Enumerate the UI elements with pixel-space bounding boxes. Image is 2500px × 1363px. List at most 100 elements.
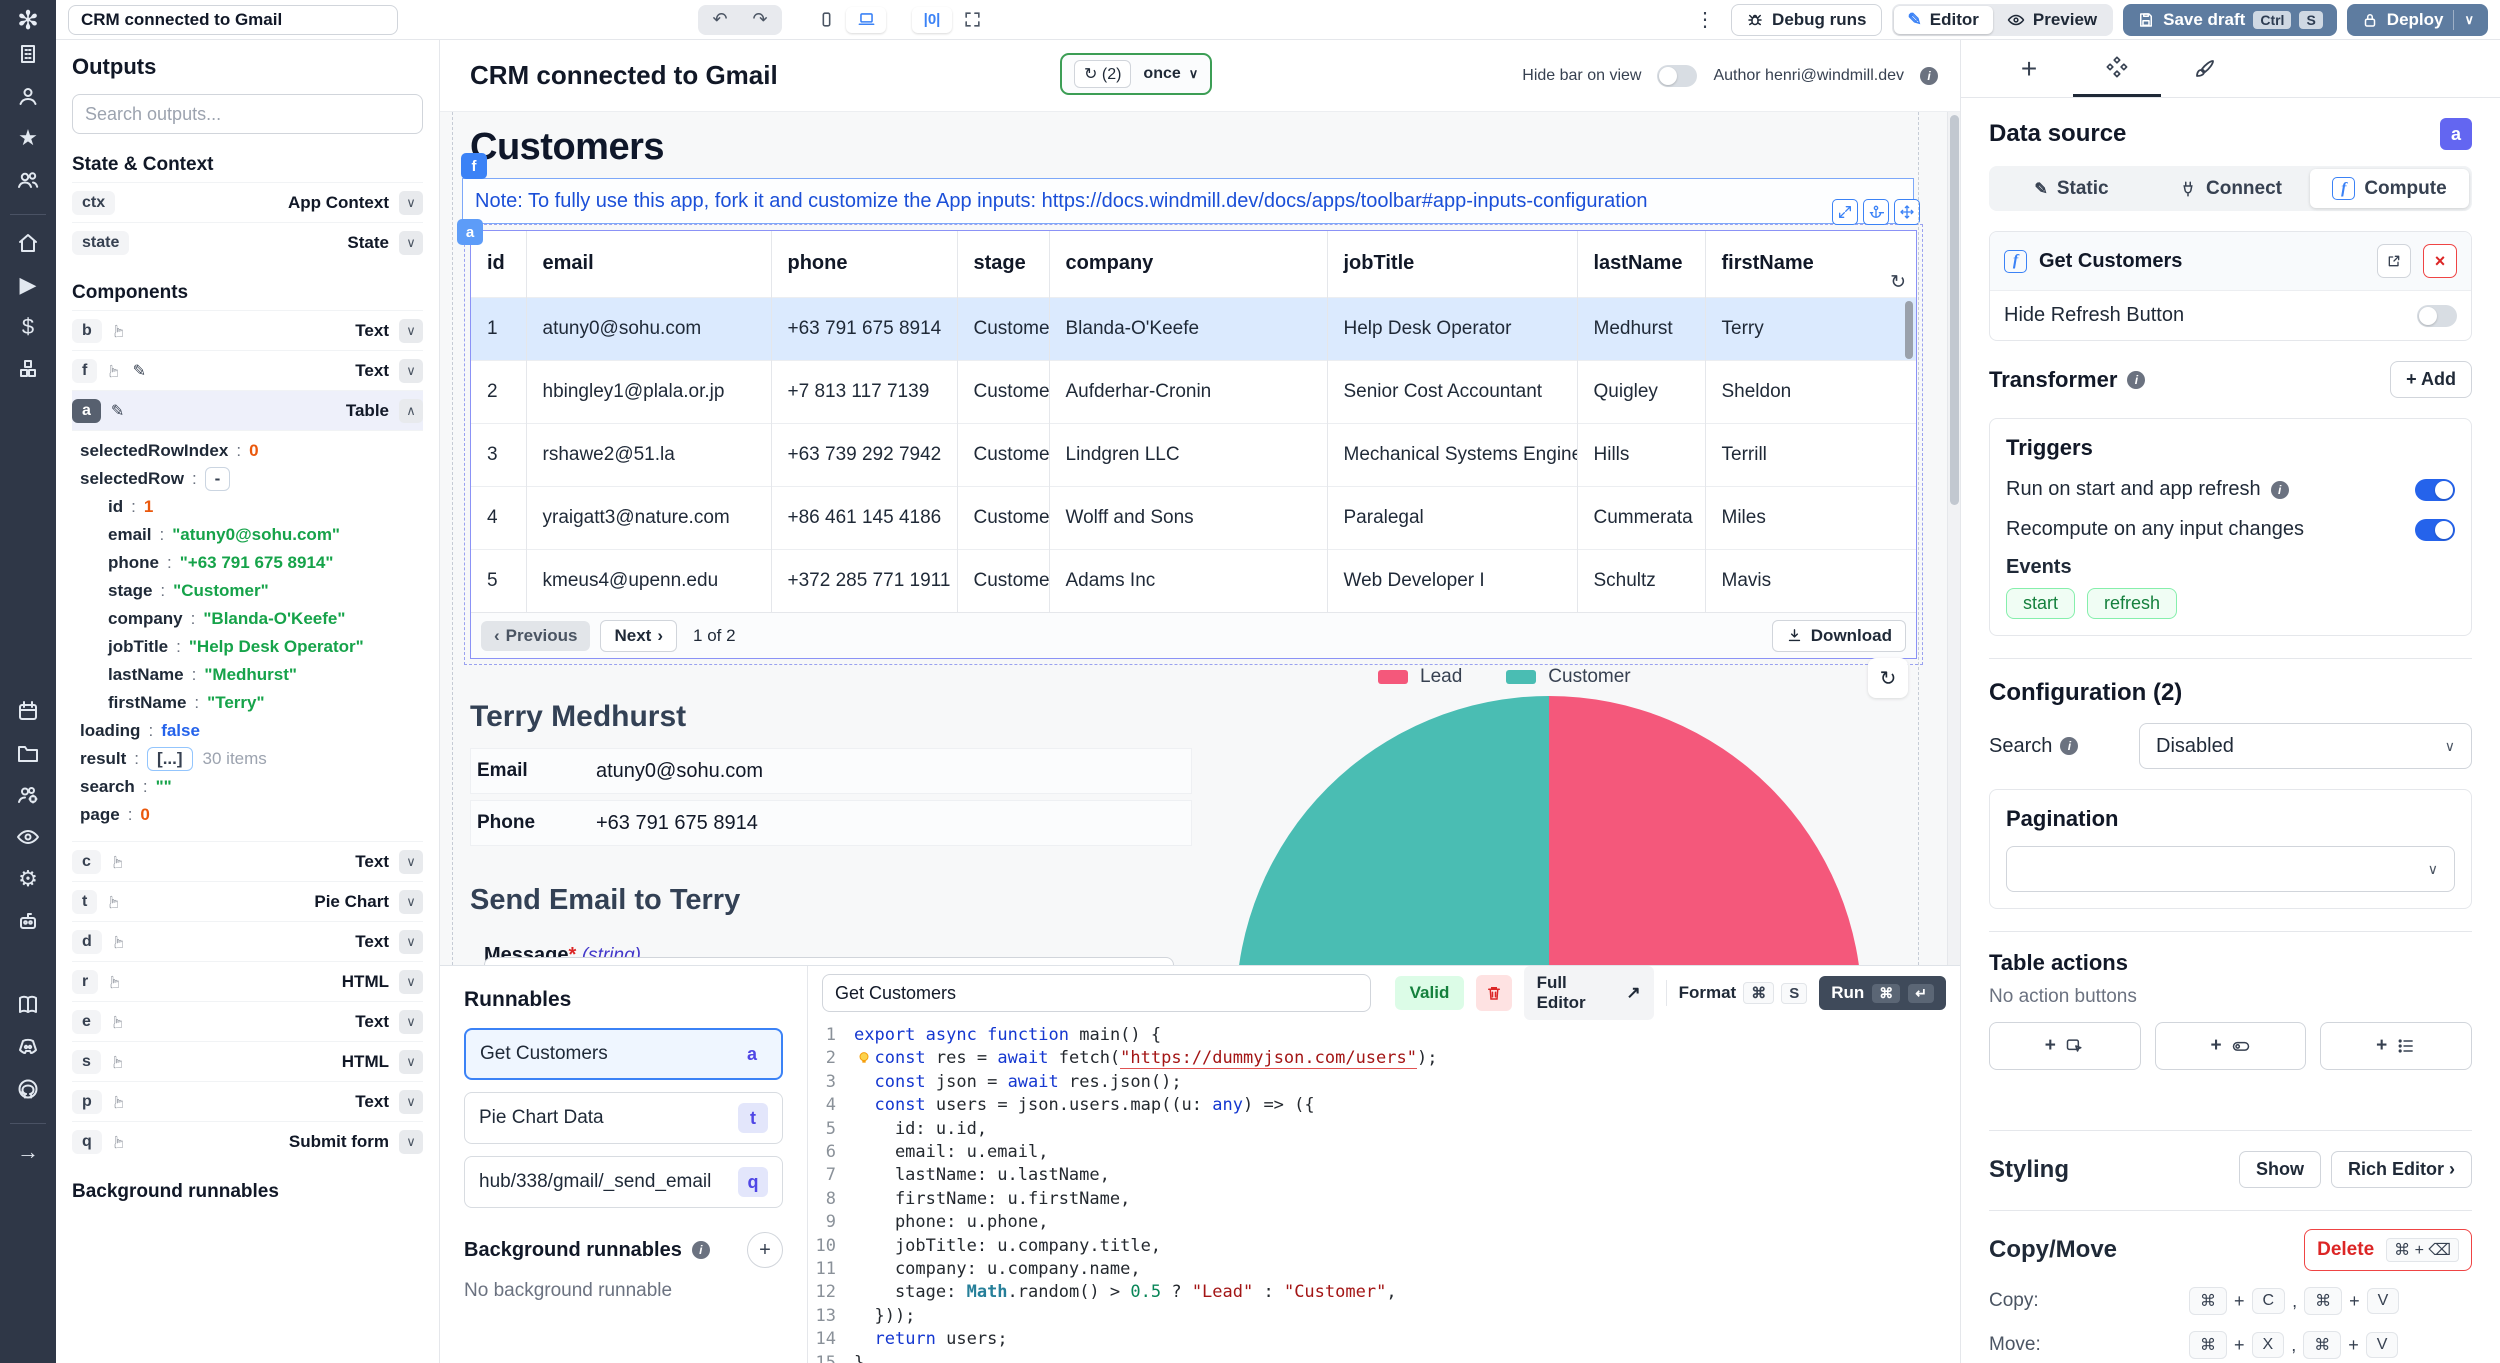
- add-background-runnable-button[interactable]: +: [747, 1232, 783, 1268]
- output-email[interactable]: email: "atuny0@sohu.com": [108, 525, 340, 544]
- more-menu-icon[interactable]: ⋮: [1695, 9, 1716, 31]
- code-line[interactable]: 15}: [815, 1352, 865, 1363]
- runnable-item[interactable]: hub/338/gmail/_send_email q: [464, 1156, 783, 1208]
- windmill-logo-icon[interactable]: ✻: [17, 4, 39, 35]
- users-icon[interactable]: [16, 166, 40, 194]
- deploy-chevron-icon[interactable]: ∨: [2464, 11, 2474, 27]
- table-refresh-icon[interactable]: ↻: [1890, 272, 1906, 293]
- robot-icon[interactable]: [16, 907, 40, 935]
- output-jobTitle[interactable]: jobTitle: "Help Desk Operator": [108, 637, 364, 656]
- tab-component-settings[interactable]: [2073, 40, 2161, 97]
- table-row[interactable]: 1 atuny0@sohu.com +63 791 675 8914 Customer…: [471, 296, 1916, 360]
- full-editor-button[interactable]: Full Editor ↗: [1523, 966, 1654, 1020]
- code-line[interactable]: 8 firstName: u.firstName,: [825, 1188, 1131, 1209]
- column-header-stage[interactable]: stage: [957, 231, 1050, 297]
- open-runnable-icon[interactable]: [2377, 244, 2411, 278]
- trigger-info-icon[interactable]: i: [2270, 480, 2289, 499]
- output-phone[interactable]: phone: "+63 791 675 8914": [108, 553, 334, 572]
- folder-icon[interactable]: [16, 739, 40, 767]
- preview-tab[interactable]: Preview: [1993, 6, 2111, 34]
- column-header-phone[interactable]: phone: [771, 231, 958, 297]
- component-row-t[interactable]: t ☞ Pie Chart ∨: [72, 881, 423, 921]
- add-select-action[interactable]: +: [2320, 1022, 2473, 1070]
- code-line[interactable]: 3 const json = await res.json();: [825, 1071, 1182, 1092]
- runnable-item[interactable]: Get Customers a: [464, 1028, 783, 1080]
- output-id[interactable]: id:1: [108, 497, 154, 516]
- play-icon[interactable]: ▶: [19, 272, 37, 297]
- transformer-info-icon[interactable]: i: [2127, 370, 2146, 389]
- format-button[interactable]: Format ⌘ S: [1679, 982, 1808, 1004]
- output-loading[interactable]: loading: false: [80, 721, 200, 740]
- component-row-c[interactable]: c ☞ Text ∨: [72, 841, 423, 881]
- code-line[interactable]: 2 const res = await fetch("https://dummy…: [825, 1048, 1438, 1070]
- code-line[interactable]: 1 export async function main() {: [825, 1025, 1162, 1045]
- tab-insert[interactable]: +: [2020, 52, 2038, 84]
- canvas-scrollbar[interactable]: [1947, 112, 1960, 965]
- output-stage[interactable]: stage: "Customer": [108, 581, 269, 600]
- eye-icon[interactable]: [16, 823, 40, 851]
- user-icon[interactable]: [16, 82, 40, 110]
- deploy-button[interactable]: Deploy ∨: [2346, 3, 2488, 36]
- segment-static[interactable]: ✎ Static: [2034, 177, 2109, 199]
- add-toggle-action[interactable]: +: [2154, 1022, 2307, 1070]
- runnable-item[interactable]: Pie Chart Data t: [464, 1092, 783, 1144]
- code-line[interactable]: 5 id: u.id,: [825, 1118, 988, 1139]
- add-button-action[interactable]: +: [1989, 1022, 2141, 1070]
- delete-script-button[interactable]: [1476, 975, 1512, 1011]
- gear-icon[interactable]: ⚙: [18, 866, 38, 891]
- output-company[interactable]: company: "Blanda-O'Keefe": [108, 609, 346, 628]
- code-line[interactable]: 12 stage: Math.random() > 0.5 ? "Lead" :…: [815, 1282, 1397, 1303]
- github-icon[interactable]: [16, 1075, 40, 1103]
- pagination-select[interactable]: ∨: [2006, 846, 2455, 892]
- search-outputs-input[interactable]: [72, 94, 423, 134]
- anchor-component-icon[interactable]: [1863, 199, 1889, 225]
- redo-button[interactable]: ↷: [752, 9, 768, 29]
- author-info-icon[interactable]: i: [1920, 66, 1938, 85]
- code-line[interactable]: 9 phone: u.phone,: [825, 1212, 1049, 1233]
- editor-tab[interactable]: ✎ Editor: [1893, 5, 1993, 34]
- component-row-q[interactable]: q ☞ Submit form ∨: [72, 1121, 423, 1161]
- mobile-view-button[interactable]: [806, 7, 846, 33]
- pie-refresh-icon[interactable]: ↻: [1868, 658, 1908, 698]
- component-row-f[interactable]: f ☞ ✎ Text ∨: [72, 350, 423, 390]
- expand-component-icon[interactable]: [1832, 199, 1858, 225]
- hide-bar-toggle[interactable]: [1657, 64, 1698, 87]
- component-row-d[interactable]: d ☞ Text ∨: [72, 921, 423, 961]
- download-button[interactable]: Download: [1771, 619, 1906, 652]
- output-page[interactable]: page:0: [80, 805, 150, 824]
- save-draft-button[interactable]: Save draft Ctrl S: [2123, 3, 2337, 36]
- message-textarea[interactable]: [484, 957, 1174, 965]
- segment-compute[interactable]: f Compute: [2310, 169, 2469, 208]
- code-line[interactable]: 14 return users;: [815, 1329, 1008, 1350]
- code-line[interactable]: 7 lastName: u.lastName,: [825, 1165, 1110, 1186]
- star-icon[interactable]: ★: [18, 125, 38, 150]
- component-row-b[interactable]: b ☞ Text ∨: [72, 310, 423, 350]
- output-search[interactable]: search: "": [80, 777, 172, 796]
- debug-runs-button[interactable]: Debug runs: [1731, 3, 1882, 36]
- column-header-email[interactable]: email: [526, 231, 772, 297]
- table-scrollbar[interactable]: [1905, 301, 1913, 359]
- schedule-dropdown[interactable]: once ∨: [1143, 65, 1199, 82]
- code-line[interactable]: 6 email: u.email,: [825, 1142, 1049, 1163]
- output-firstName[interactable]: firstName: "Terry": [108, 693, 265, 712]
- output-lastName[interactable]: lastName: "Medhurst": [108, 665, 297, 684]
- component-row-s[interactable]: s ☞ HTML ∨: [72, 1041, 423, 1081]
- next-page-button[interactable]: Next ›: [600, 619, 678, 652]
- fullwidth-canvas-button[interactable]: [952, 7, 992, 33]
- center-canvas-button[interactable]: |0|: [912, 6, 952, 33]
- move-component-icon[interactable]: [1894, 199, 1920, 225]
- column-header-lastName[interactable]: lastName: [1577, 231, 1706, 297]
- code-line[interactable]: 13 }));: [815, 1305, 916, 1326]
- code-line[interactable]: 11 company: u.company.name,: [815, 1259, 1141, 1280]
- tab-styling[interactable]: [2161, 40, 2249, 97]
- context-row-state[interactable]: state State ∨: [72, 222, 423, 262]
- dollar-icon[interactable]: $: [21, 314, 35, 339]
- users-gear-icon[interactable]: [16, 781, 40, 809]
- table-row[interactable]: 2 hbingley1@plala.or.jp +7 813 117 7139 Cus…: [471, 359, 1916, 423]
- output-selectedRowIndex[interactable]: selectedRowIndex:0: [80, 441, 259, 460]
- legend-item-lead[interactable]: Lead: [1378, 666, 1462, 688]
- arrow-right-icon[interactable]: →: [17, 1139, 39, 1164]
- delete-component-button[interactable]: Delete ⌘ + ⌫: [2304, 1229, 2472, 1271]
- calendar-icon[interactable]: [16, 697, 40, 725]
- code-line[interactable]: 10 jobTitle: u.company.title,: [815, 1235, 1162, 1256]
